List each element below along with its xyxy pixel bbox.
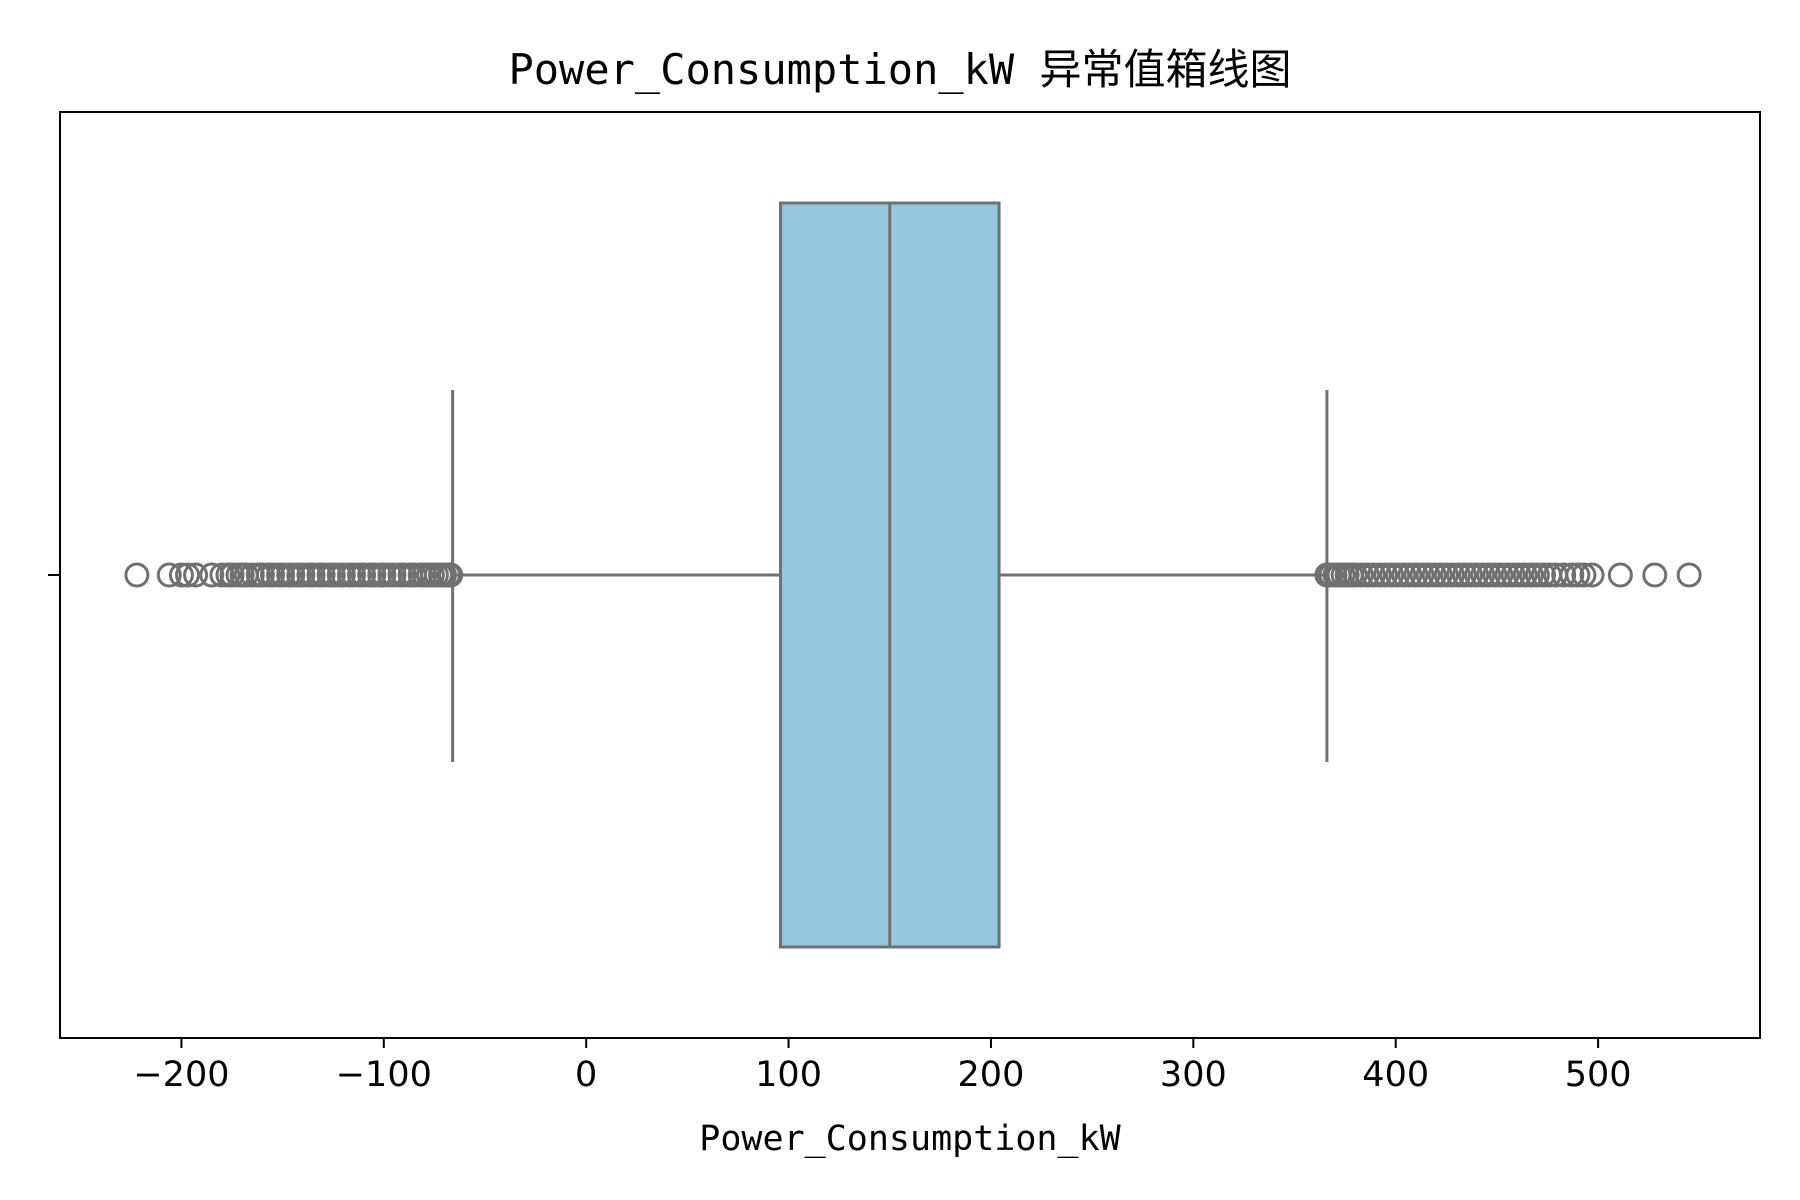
outlier-point (381, 562, 407, 588)
outlier-point (1421, 562, 1447, 588)
outlier-point (1470, 562, 1496, 588)
outlier-point (1342, 562, 1368, 588)
box-layer (778, 201, 1001, 949)
outlier-point (1452, 562, 1478, 588)
x-tick-label: 400 (1362, 1055, 1429, 1095)
outlier-point (1445, 562, 1471, 588)
outlier-point (1571, 562, 1597, 588)
outlier-point (1464, 562, 1490, 588)
outlier-point (183, 562, 209, 588)
outlier-point (175, 562, 200, 588)
outlier-point (1415, 562, 1441, 588)
outlier-point (1458, 562, 1484, 588)
chart-title: Power_Consumption_kW 异常值箱线图 (508, 45, 1291, 94)
x-tick-label: 0 (575, 1055, 597, 1095)
outlier-point (1500, 562, 1526, 588)
x-tick-label: −200 (133, 1055, 229, 1095)
outlier-point (351, 562, 377, 588)
outlier-point (1551, 562, 1577, 588)
outlier-point (260, 562, 285, 588)
outlier-point (1433, 562, 1459, 588)
outlier-point (1512, 562, 1538, 588)
outlier-point (1379, 562, 1405, 588)
outlier-point (438, 562, 464, 588)
outlier-point (219, 562, 245, 588)
outlier-point (1360, 562, 1386, 588)
outlier-point (1348, 562, 1374, 588)
outlier-point (1439, 562, 1465, 588)
x-tick-label: 500 (1565, 1055, 1632, 1095)
outlier-point (330, 562, 356, 588)
outlier-point (1494, 562, 1520, 588)
outlier-point (1559, 562, 1585, 588)
outlier-point (1579, 562, 1605, 588)
outlier-point (371, 562, 397, 588)
outlier-point (1530, 562, 1556, 588)
outlier-point (1409, 562, 1435, 588)
x-axis-ticks: −200 −100 0 100 200 300 400 500 (133, 1038, 1632, 1095)
outlier-point (1427, 562, 1453, 588)
outlier-point (1373, 562, 1399, 588)
outlier-point (209, 562, 235, 588)
outlier-point (280, 562, 306, 588)
outlier-point (1482, 562, 1508, 588)
outlier-point (1397, 562, 1423, 588)
outlier-point (1565, 562, 1591, 588)
outlier-point (1607, 562, 1633, 588)
x-tick-label: 200 (958, 1055, 1025, 1095)
outlier-point (156, 562, 182, 588)
outlier-point (1676, 562, 1702, 588)
outlier-point (1642, 562, 1668, 588)
outlier-point (124, 562, 150, 588)
outlier-point (1476, 562, 1502, 588)
outlier-point (1385, 562, 1411, 588)
outlier-point (310, 562, 336, 588)
x-axis-label: Power_Consumption_kW (699, 1119, 1121, 1159)
outlier-point (249, 562, 275, 588)
x-tick-label: −100 (336, 1055, 432, 1095)
x-tick-label: 100 (755, 1055, 822, 1095)
outlier-point (1488, 562, 1514, 588)
x-tick-label: 300 (1160, 1055, 1227, 1095)
outlier-point (199, 562, 225, 588)
outlier-point (320, 562, 346, 588)
outlier-point (1403, 562, 1429, 588)
outlier-point (239, 562, 265, 588)
outlier-point (168, 562, 194, 588)
outlier-point (1524, 562, 1550, 588)
outlier-point (1354, 562, 1380, 588)
outliers (124, 562, 1702, 588)
outlier-point (361, 562, 387, 588)
outlier-point (1518, 562, 1544, 588)
outlier-point (290, 562, 316, 588)
outlier-point (391, 562, 417, 588)
outlier-point (1367, 562, 1393, 588)
outlier-point (340, 562, 366, 588)
outlier-point (300, 562, 326, 588)
outlier-point (270, 562, 296, 588)
outlier-point (1506, 562, 1532, 588)
outlier-point (1391, 562, 1417, 588)
